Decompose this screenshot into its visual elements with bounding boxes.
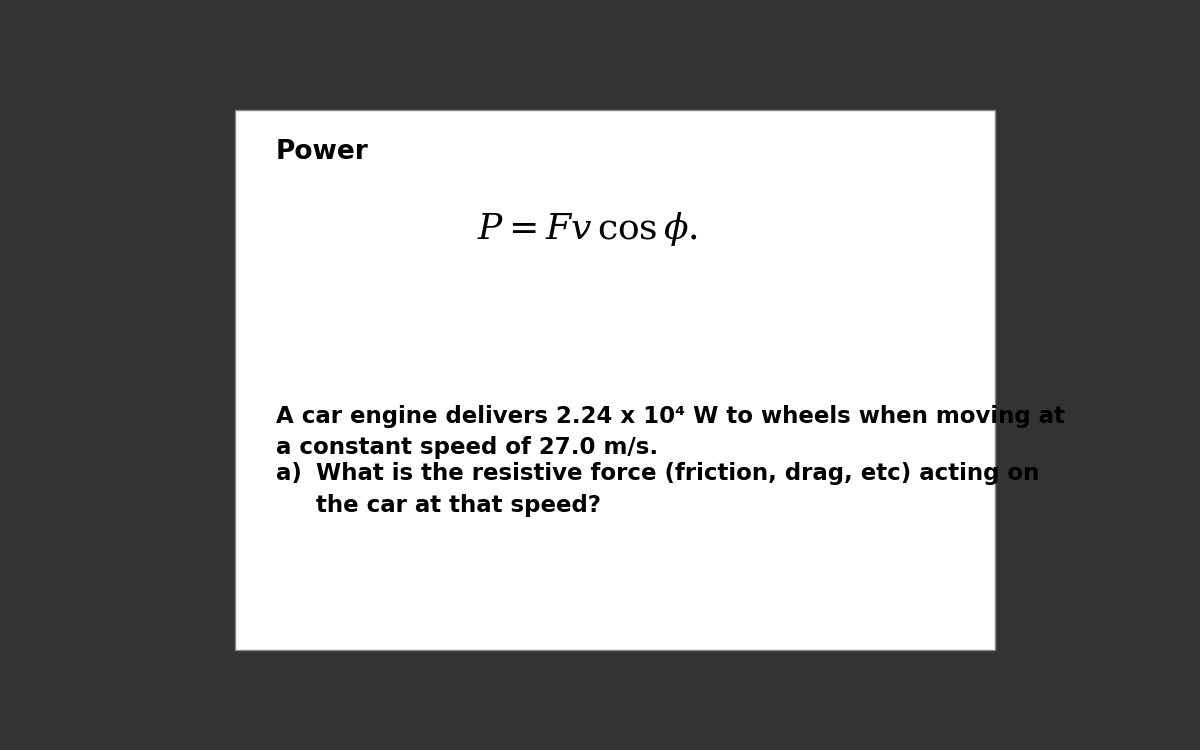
Text: A car engine delivers 2.24 x 10⁴ W to wheels when moving at
a constant speed of : A car engine delivers 2.24 x 10⁴ W to wh… xyxy=(276,405,1064,459)
Text: $P = Fv\,\mathrm{cos}\,\phi.$: $P = Fv\,\mathrm{cos}\,\phi.$ xyxy=(476,209,697,248)
Text: Power: Power xyxy=(276,139,368,165)
Bar xyxy=(235,110,995,650)
Text: a): a) xyxy=(276,463,301,485)
Text: What is the resistive force (friction, drag, etc) acting on
the car at that spee: What is the resistive force (friction, d… xyxy=(316,463,1039,517)
